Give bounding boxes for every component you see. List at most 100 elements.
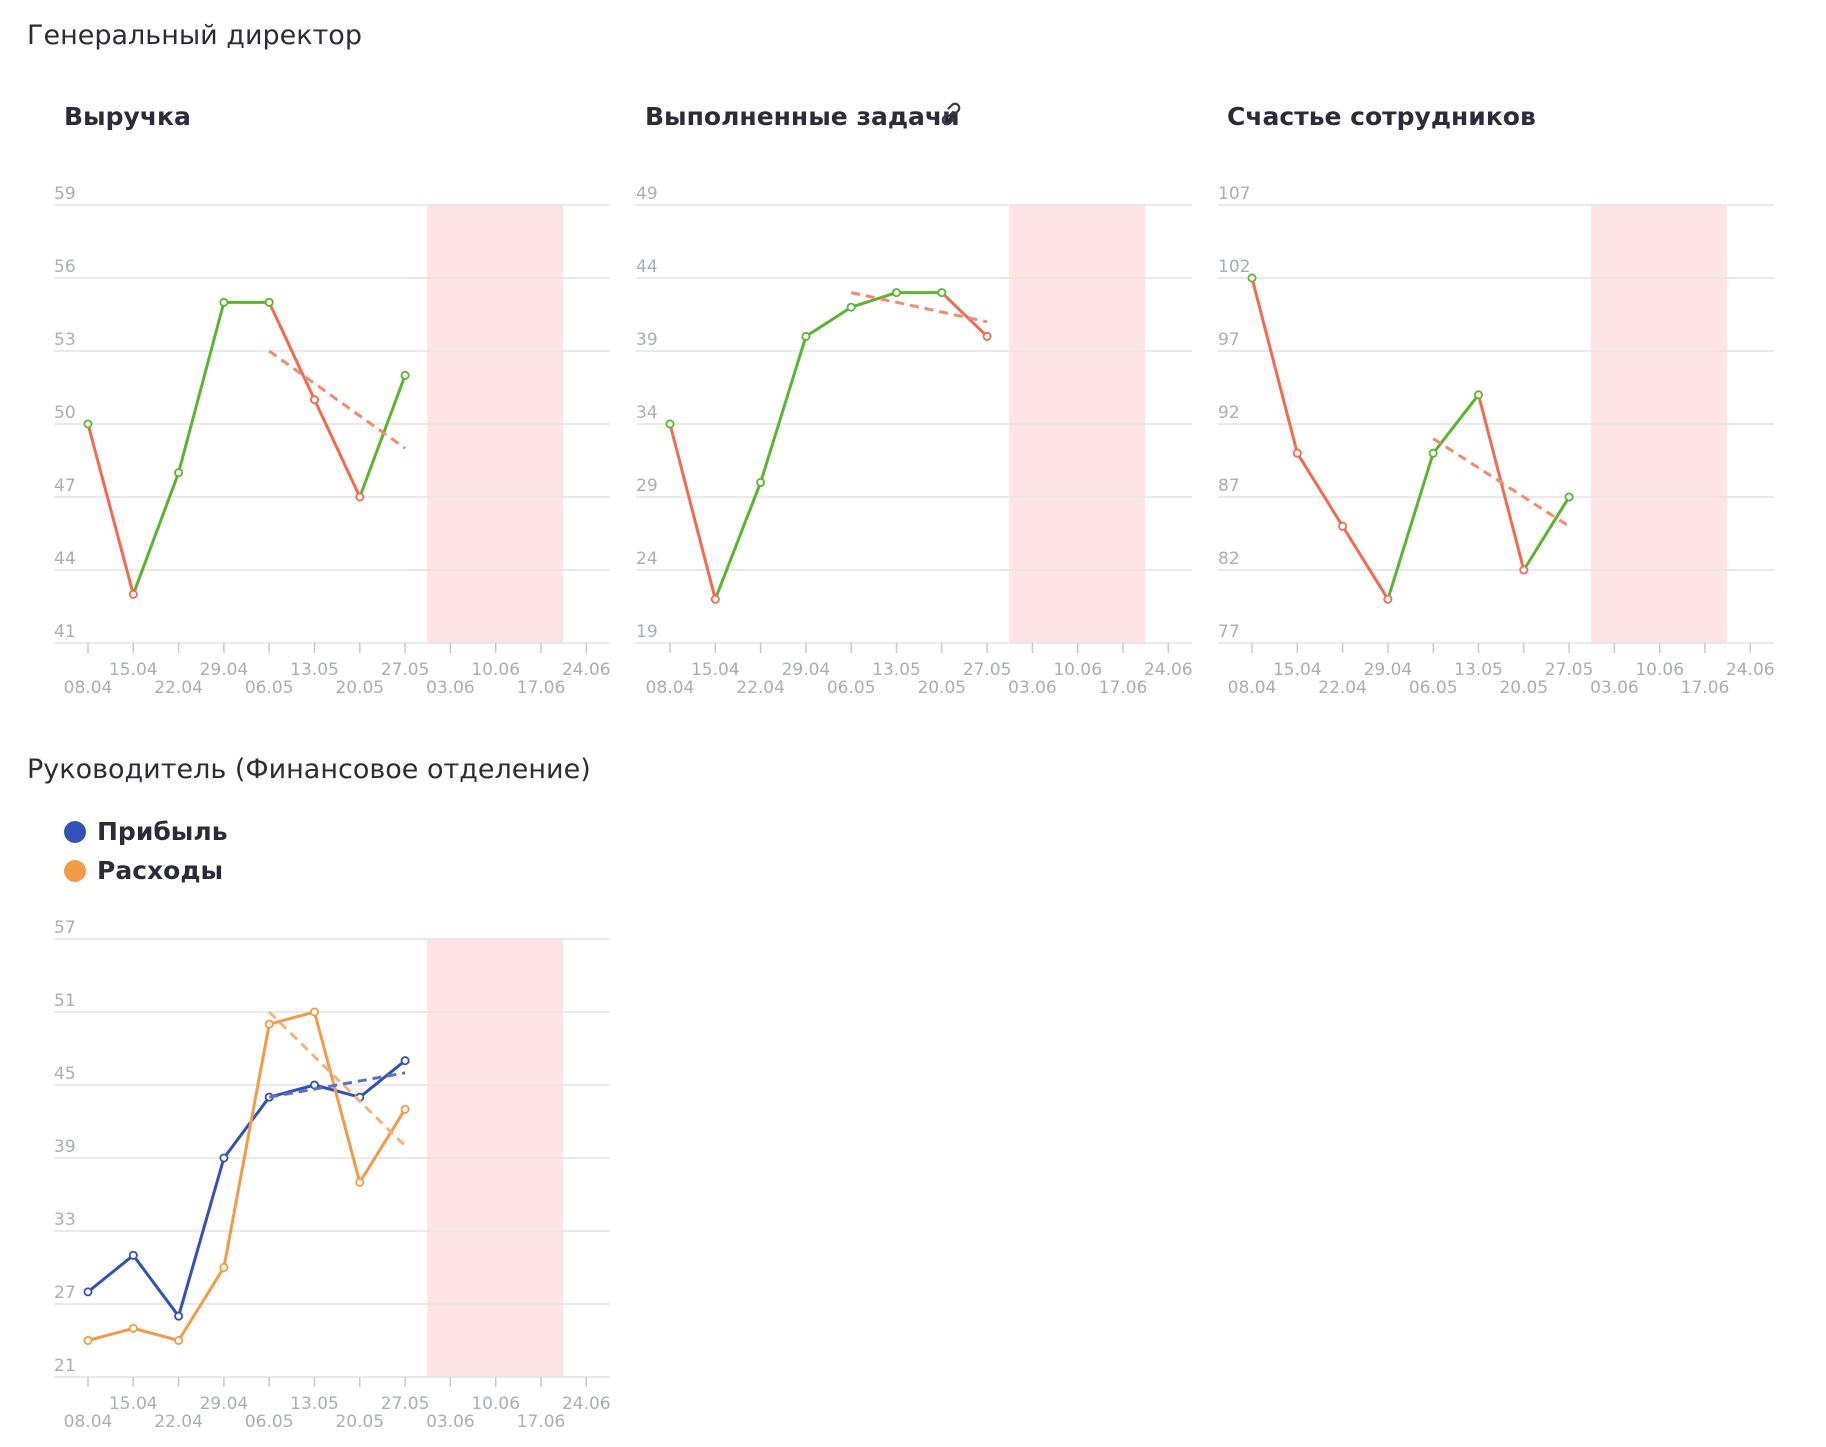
x-tick-label: 22.04 — [1318, 678, 1367, 698]
x-tick-label: 06.05 — [245, 678, 294, 698]
x-tick-label: 24.06 — [562, 1394, 611, 1414]
section-title-finance-head: Руководитель (Финансовое отделение) — [27, 754, 591, 785]
data-point — [665, 419, 675, 429]
data-point-expenses — [128, 1323, 138, 1333]
trend-line — [850, 291, 988, 324]
series-line-expenses — [87, 1010, 407, 1342]
data-point-expenses — [355, 1177, 365, 1187]
series-segment — [668, 422, 717, 601]
y-tick-label: 50 — [54, 403, 76, 423]
data-point-expenses — [83, 1335, 93, 1345]
legend-item-expenses[interactable]: Расходы — [64, 856, 223, 885]
data-point — [710, 594, 720, 604]
data-point — [1383, 594, 1393, 604]
series-segment — [131, 471, 181, 596]
y-tick-label: 45 — [54, 1064, 76, 1084]
x-tick-label: 06.05 — [1409, 678, 1458, 698]
series-segment — [267, 300, 316, 402]
series-line-profit — [87, 1059, 407, 1318]
data-point — [128, 589, 138, 599]
x-tick-label: 13.05 — [290, 1394, 339, 1414]
series-segment — [1386, 451, 1435, 601]
y-tick-label: 19 — [636, 622, 658, 642]
trend-line — [268, 1071, 406, 1099]
x-tick-label: 20.05 — [1499, 678, 1548, 698]
data-point-profit — [400, 1056, 410, 1066]
y-tick-label: 44 — [636, 257, 658, 277]
legend-item-profit[interactable]: Прибыль — [64, 817, 228, 846]
series-segment — [313, 398, 362, 499]
data-point — [83, 419, 93, 429]
x-tick-label: 29.04 — [1364, 660, 1413, 680]
chart-employee-happiness: 77 82 87 92 97 102 107 08.0415.0422.0429.0406.0… — [1218, 184, 1775, 698]
x-tick-label: 17.06 — [1099, 678, 1148, 698]
section-title-ceo: Генеральный директор — [27, 20, 362, 51]
y-tick-label: 77 — [1218, 622, 1240, 642]
x-tick-label: 08.04 — [64, 678, 113, 698]
x-tick-label: 24.06 — [1726, 660, 1775, 680]
data-point — [1247, 273, 1257, 283]
trend-line — [1432, 437, 1570, 528]
series-segment — [713, 480, 763, 601]
y-tick-label: 53 — [54, 330, 76, 350]
data-point — [1428, 448, 1438, 458]
y-tick-label: 51 — [54, 991, 76, 1011]
data-point-profit — [174, 1311, 184, 1321]
x-tick-label: 03.06 — [426, 678, 475, 698]
y-tick-label: 39 — [636, 330, 658, 350]
x-tick-label: 27.05 — [963, 660, 1012, 680]
x-tick-label: 10.06 — [1053, 660, 1102, 680]
series-segment — [177, 300, 226, 475]
x-tick-label: 24.06 — [1144, 660, 1193, 680]
series-segment — [1522, 495, 1571, 572]
data-point-profit — [83, 1287, 93, 1297]
y-tick-label: 33 — [54, 1210, 76, 1230]
data-point-profit — [128, 1250, 138, 1260]
y-tick-label: 102 — [1218, 257, 1250, 277]
data-point — [1292, 448, 1302, 458]
series-segment — [1295, 451, 1345, 528]
y-tick-label: 29 — [636, 476, 658, 496]
chart-title-tasks: Выполненные задачи — [645, 102, 960, 131]
y-tick-label: 47 — [54, 476, 76, 496]
data-point — [400, 370, 410, 380]
data-point — [1564, 492, 1574, 502]
x-tick-label: 15.04 — [109, 660, 158, 680]
data-point — [174, 468, 184, 478]
data-point-expenses — [174, 1335, 184, 1345]
data-point — [1473, 390, 1483, 400]
data-point-profit — [219, 1153, 229, 1163]
series-segment — [940, 291, 989, 338]
y-tick-label: 82 — [1218, 549, 1240, 569]
series-segment — [849, 291, 898, 309]
data-point — [1338, 521, 1348, 531]
y-tick-label: 49 — [636, 184, 658, 204]
x-tick-label: 06.05 — [827, 678, 876, 698]
y-tick-label: 87 — [1218, 476, 1240, 496]
x-tick-label: 03.06 — [426, 1412, 475, 1432]
trend-line — [268, 1010, 407, 1147]
data-point — [937, 288, 947, 298]
x-tick-label: 15.04 — [691, 660, 740, 680]
x-tick-label: 03.06 — [1590, 678, 1639, 698]
x-tick-label: 20.05 — [335, 1412, 384, 1432]
chart-revenue: 4144475053565908.0415.0422.0429.0406.051… — [54, 184, 611, 698]
x-tick-label: 08.04 — [646, 678, 695, 698]
data-point-expenses — [264, 1019, 274, 1029]
x-tick-label: 17.06 — [1681, 678, 1730, 698]
x-tick-label: 10.06 — [471, 1394, 520, 1414]
x-tick-label: 17.06 — [517, 1412, 566, 1432]
x-tick-label: 10.06 — [471, 660, 520, 680]
x-tick-label: 20.05 — [335, 678, 384, 698]
x-tick-label: 27.05 — [381, 1394, 430, 1414]
series-segment — [358, 373, 407, 499]
link-icon[interactable] — [936, 99, 966, 129]
y-tick-label: 21 — [54, 1356, 76, 1376]
y-tick-label: 107 — [1218, 184, 1250, 204]
x-tick-label: 10.06 — [1635, 660, 1684, 680]
y-tick-label: 56 — [54, 257, 76, 277]
x-tick-label: 15.04 — [1273, 660, 1322, 680]
x-tick-label: 29.04 — [200, 1394, 249, 1414]
x-tick-label: 13.05 — [1454, 660, 1503, 680]
y-tick-label: 41 — [54, 622, 76, 642]
